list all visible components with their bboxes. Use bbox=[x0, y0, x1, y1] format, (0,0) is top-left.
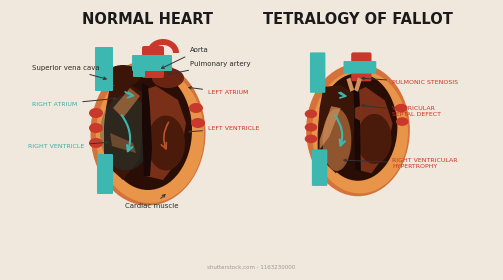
FancyBboxPatch shape bbox=[312, 149, 327, 186]
Polygon shape bbox=[319, 106, 341, 150]
Text: PULMONIC STENOSIS: PULMONIC STENOSIS bbox=[362, 77, 458, 85]
Ellipse shape bbox=[318, 73, 397, 181]
Ellipse shape bbox=[305, 109, 317, 118]
Text: Aorta: Aorta bbox=[161, 47, 209, 68]
Ellipse shape bbox=[396, 117, 408, 126]
Polygon shape bbox=[354, 118, 361, 171]
Polygon shape bbox=[142, 83, 152, 176]
Text: LEFT VENTRICLE: LEFT VENTRICLE bbox=[189, 126, 260, 133]
Ellipse shape bbox=[91, 60, 206, 206]
Polygon shape bbox=[147, 39, 179, 53]
Ellipse shape bbox=[191, 118, 205, 128]
Text: Superior vena cava: Superior vena cava bbox=[32, 65, 106, 80]
Polygon shape bbox=[113, 88, 140, 118]
Text: Cardiac muscle: Cardiac muscle bbox=[125, 195, 179, 209]
Text: VENTRICULAR
SEPTAL DEFECT: VENTRICULAR SEPTAL DEFECT bbox=[362, 104, 441, 117]
Ellipse shape bbox=[106, 65, 140, 87]
Ellipse shape bbox=[357, 114, 392, 164]
FancyBboxPatch shape bbox=[132, 55, 172, 71]
Ellipse shape bbox=[89, 123, 103, 133]
Text: TETRALOGY OF FALLOT: TETRALOGY OF FALLOT bbox=[263, 12, 453, 27]
Polygon shape bbox=[353, 85, 360, 108]
FancyBboxPatch shape bbox=[95, 47, 113, 91]
Polygon shape bbox=[110, 133, 136, 153]
Text: Pulmonary artery: Pulmonary artery bbox=[169, 61, 250, 75]
Ellipse shape bbox=[305, 123, 317, 132]
FancyBboxPatch shape bbox=[97, 154, 113, 194]
Text: RIGHT ATRIUM: RIGHT ATRIUM bbox=[32, 97, 116, 107]
Text: RIGHT VENTRICLE: RIGHT VENTRICLE bbox=[28, 141, 108, 149]
Ellipse shape bbox=[147, 116, 185, 171]
Ellipse shape bbox=[89, 108, 103, 118]
Polygon shape bbox=[104, 83, 143, 180]
Text: LEFT ATRIUM: LEFT ATRIUM bbox=[189, 87, 248, 95]
Ellipse shape bbox=[152, 68, 184, 88]
Polygon shape bbox=[318, 85, 354, 173]
Text: shutterstock.com · 1163230000: shutterstock.com · 1163230000 bbox=[207, 265, 295, 270]
Ellipse shape bbox=[189, 103, 203, 113]
FancyBboxPatch shape bbox=[142, 46, 164, 78]
Ellipse shape bbox=[96, 67, 204, 203]
Ellipse shape bbox=[89, 138, 103, 148]
FancyBboxPatch shape bbox=[344, 61, 376, 74]
Polygon shape bbox=[347, 77, 354, 92]
Polygon shape bbox=[144, 86, 186, 180]
Ellipse shape bbox=[100, 95, 152, 171]
Ellipse shape bbox=[395, 104, 407, 113]
FancyBboxPatch shape bbox=[133, 55, 145, 77]
Polygon shape bbox=[355, 87, 392, 173]
Text: NORMAL HEART: NORMAL HEART bbox=[82, 12, 213, 27]
FancyBboxPatch shape bbox=[310, 52, 325, 93]
Polygon shape bbox=[354, 77, 362, 92]
Ellipse shape bbox=[104, 70, 192, 190]
Ellipse shape bbox=[312, 71, 408, 193]
Text: RIGHT VENTRICULAR
HYPERTROPHY: RIGHT VENTRICULAR HYPERTROPHY bbox=[344, 158, 458, 169]
Ellipse shape bbox=[322, 109, 351, 171]
Ellipse shape bbox=[305, 134, 317, 143]
Ellipse shape bbox=[306, 64, 410, 196]
FancyBboxPatch shape bbox=[351, 52, 372, 81]
